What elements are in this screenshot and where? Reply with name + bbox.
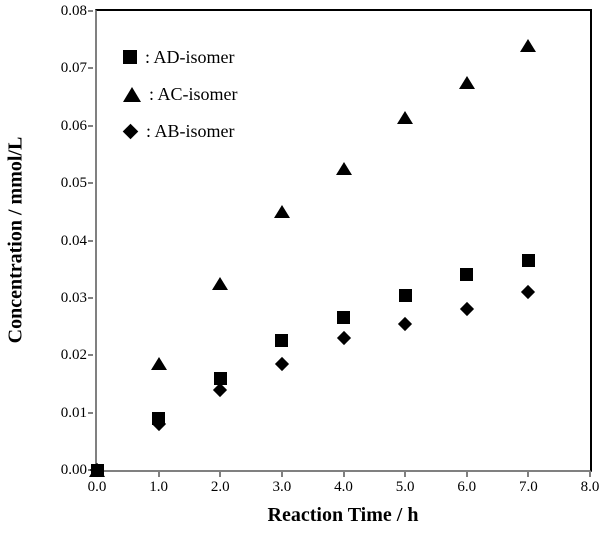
y-tick-label: 0.02 [60,347,87,364]
y-tick [88,354,93,357]
plot-area: : AD-isomer : AC-isomer : AB-isomer 0.00… [61,3,600,495]
data-point-ac-isomer [212,277,229,291]
x-tick-label: 7.0 [519,479,538,495]
data-point-ac-isomer [335,162,352,176]
y-tick [88,182,93,185]
x-axis-title: Reaction Time / h [267,504,419,526]
x-tick-label: 1.0 [149,479,168,495]
x-tick [280,472,283,477]
data-point-ab-isomer [213,382,228,397]
data-point-ad-isomer [90,463,104,477]
x-tick-label: 5.0 [395,479,415,495]
square-marker-icon [123,50,137,64]
legend-label: : AD-isomer [145,46,235,67]
triangle-marker-icon [123,86,141,102]
data-point-ac-isomer [273,205,290,219]
data-point-ab-isomer [521,285,536,300]
y-tick-label: 0.07 [60,60,87,77]
y-tick [88,124,93,127]
y-tick [88,296,93,299]
x-tick-label: 4.0 [334,479,353,495]
y-tick [88,239,93,242]
data-point-ac-isomer [397,110,414,124]
data-point-ad-isomer [275,334,289,348]
data-point-ad-isomer [460,268,474,282]
data-point-ab-isomer [336,330,351,346]
y-tick-label: 0.08 [60,3,87,19]
x-tick [589,472,591,477]
x-tick-label: 2.0 [210,479,230,495]
data-point-ad-isomer [398,288,412,302]
x-tick-label: 3.0 [272,479,292,495]
data-point-ad-isomer [152,411,166,425]
y-tick [88,10,93,12]
data-point-ad-isomer [213,371,227,385]
x-tick [465,472,468,477]
data-point-ab-isomer [459,302,474,317]
data-point-ad-isomer [521,254,535,268]
legend-item-ad-isomer: : AD-isomer [123,45,238,69]
y-tick-label: 0.04 [60,232,87,249]
y-tick [88,67,93,70]
x-tick [157,472,160,477]
x-tick [342,472,345,477]
data-point-ad-isomer [337,311,350,325]
x-tick [527,472,530,477]
legend-item-ab-isomer: : AB-isomer [122,119,238,143]
data-point-ab-isomer [274,356,289,371]
y-tick-label: 0.03 [60,289,87,306]
y-tick-label: 0.05 [60,175,87,192]
legend-label: : AC-isomer [149,83,238,104]
x-tick-label: 8.0 [580,479,600,495]
y-tick-label: 0.00 [60,462,87,478]
data-point-ab-isomer [398,316,413,331]
y-axis-title: Concentration / mmol/L [4,136,27,344]
data-point-ac-isomer [150,357,167,371]
x-tick [404,472,407,477]
x-tick [219,472,222,477]
y-tick [88,411,93,414]
data-point-ac-isomer [458,76,475,90]
data-point-ac-isomer [520,38,537,52]
y-tick-label: 0.06 [60,117,87,134]
legend-item-ac-isomer: : AC-isomer [123,82,238,106]
y-tick-label: 0.01 [60,404,87,421]
legend-label: : AB-isomer [146,120,235,141]
diamond-marker-icon [122,123,139,139]
x-tick-label: 6.0 [457,479,477,495]
legend: : AD-isomer : AC-isomer : AB-isomer [122,45,238,143]
x-tick-label: 0.0 [87,479,107,495]
